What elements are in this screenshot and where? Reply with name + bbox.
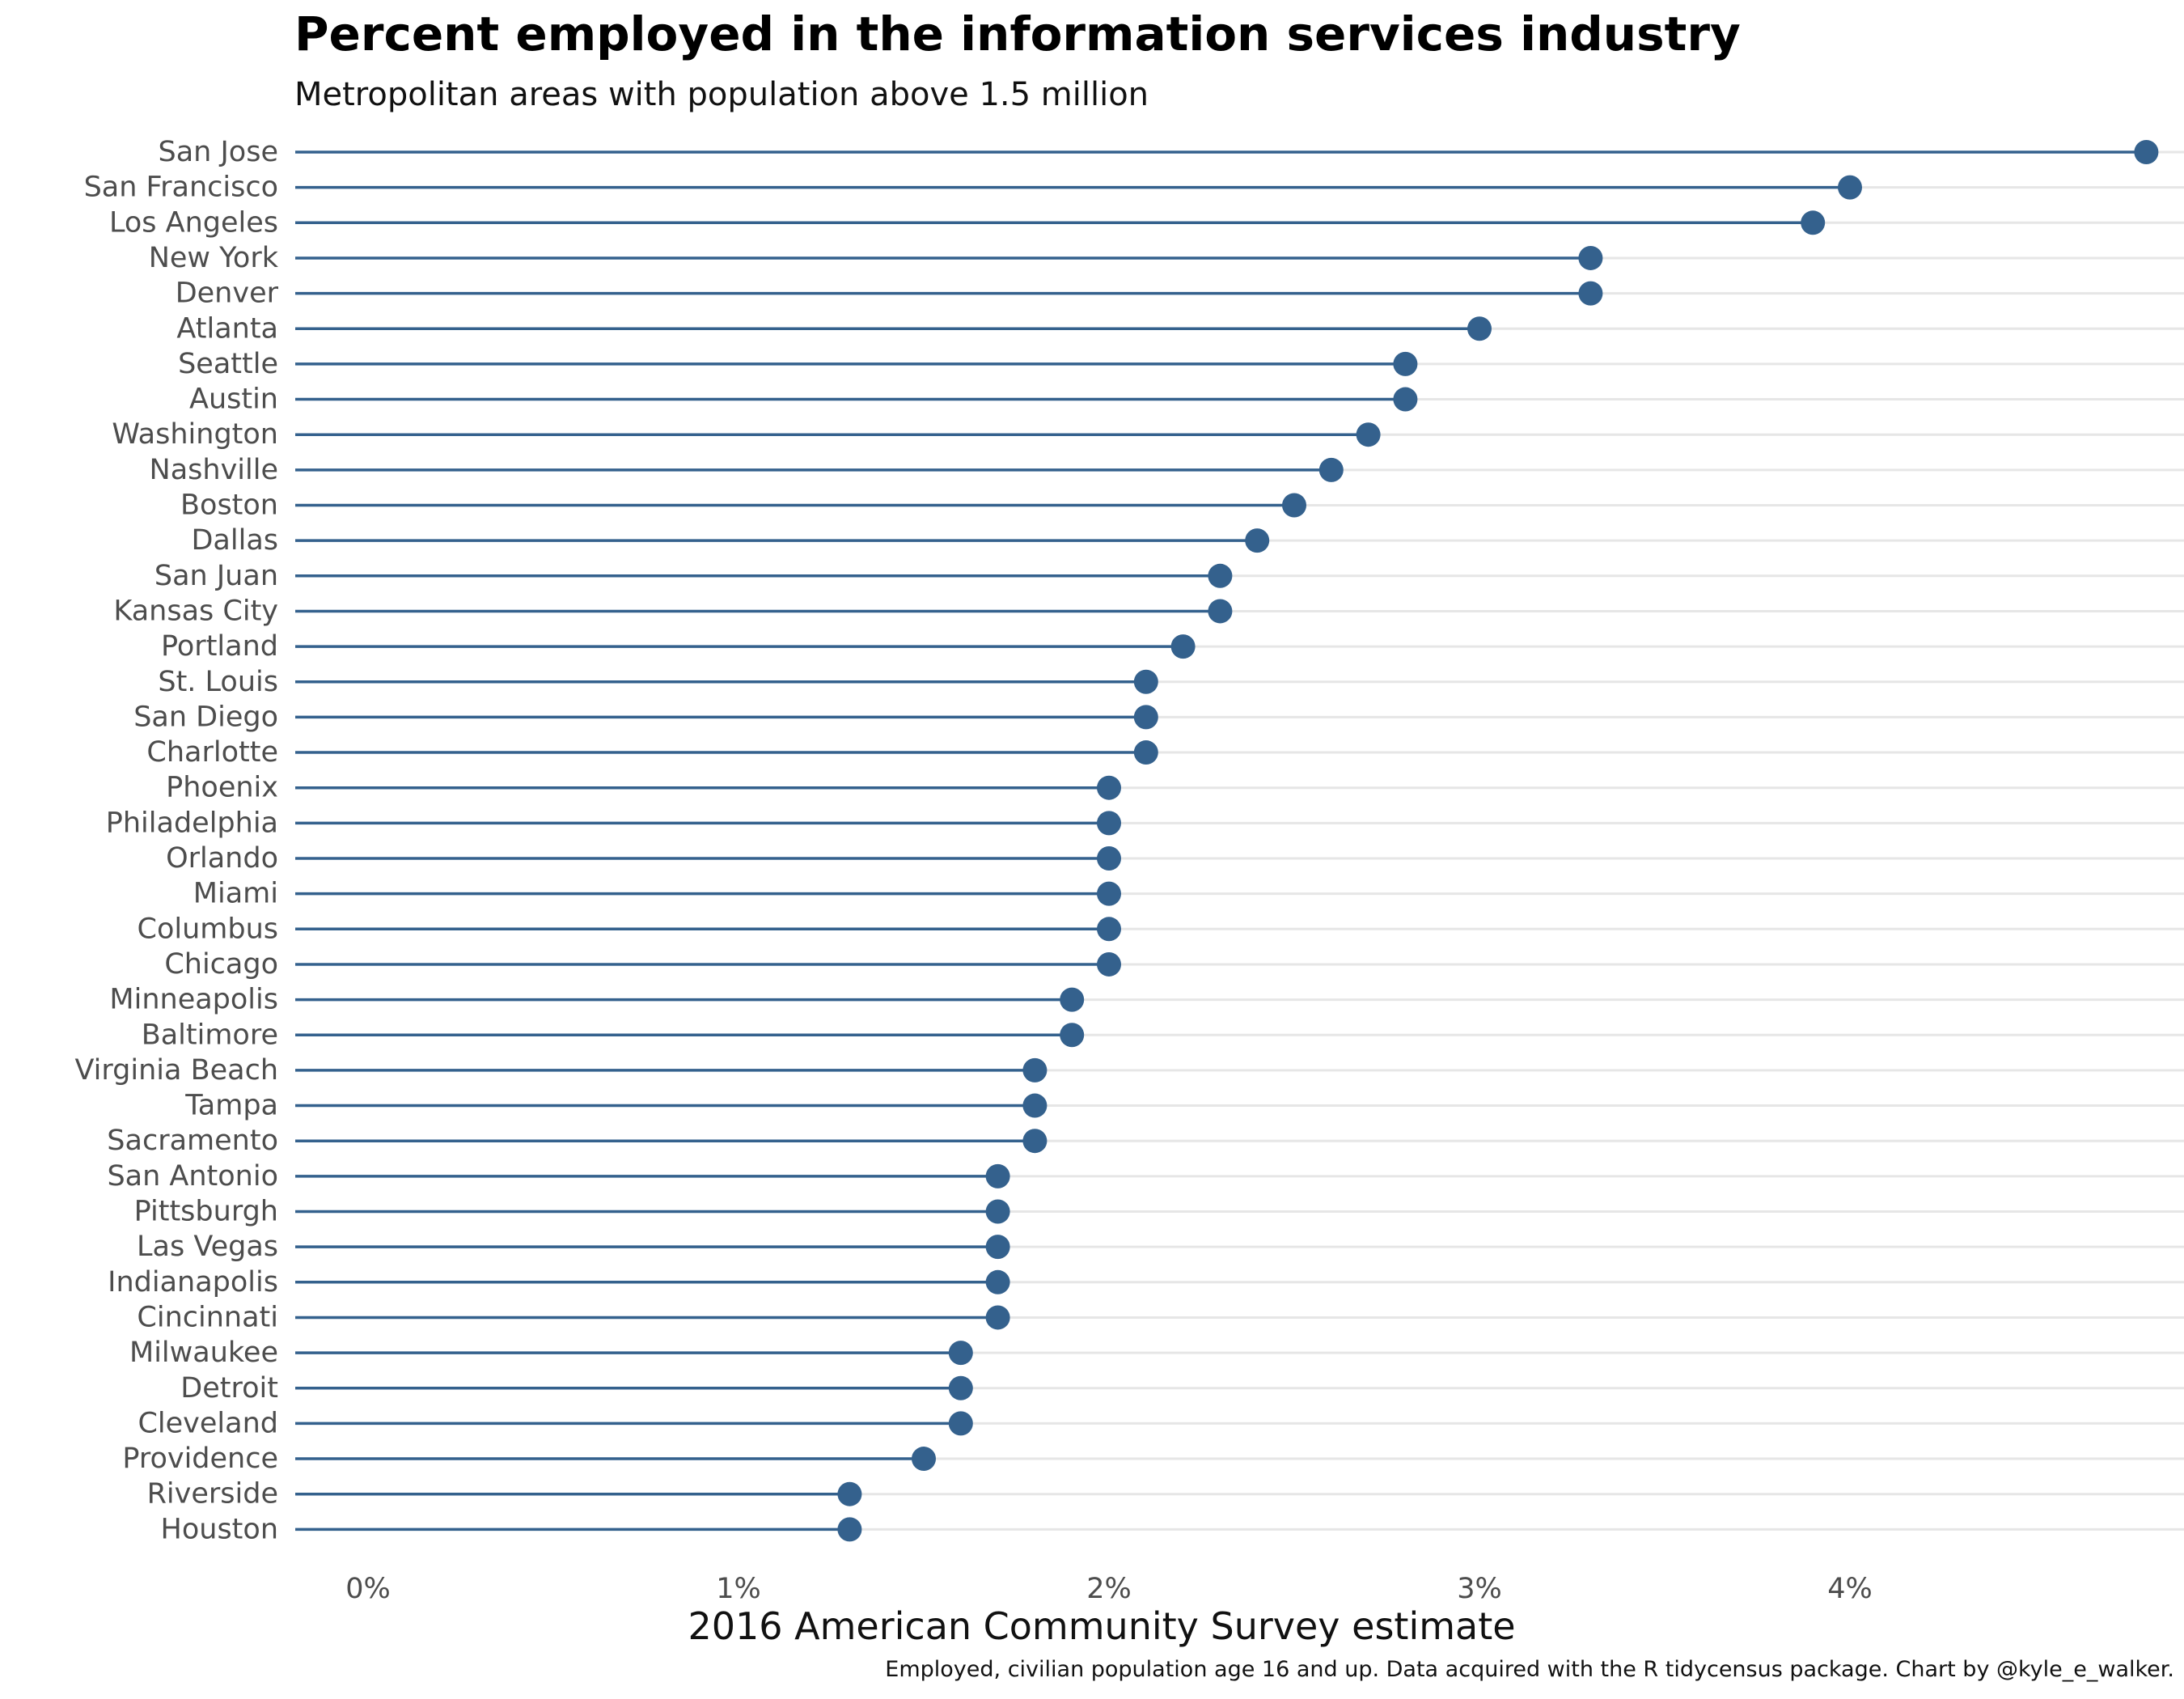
city-label-cleveland: Cleveland (138, 1407, 278, 1439)
city-label-providence: Providence (122, 1443, 278, 1475)
lollipop-point-columbus (1097, 917, 1121, 942)
lollipop-point-seattle (1393, 351, 1418, 376)
lollipop-point-miami (1097, 881, 1121, 906)
city-label-phoenix: Phoenix (166, 772, 278, 804)
lollipop-point-st-louis (1133, 669, 1158, 694)
city-label-detroit: Detroit (180, 1372, 278, 1405)
x-axis-title: 2016 American Community Survey estimate (688, 1604, 1515, 1648)
city-label-atlanta: Atlanta (176, 312, 278, 345)
lollipop-point-cleveland (948, 1411, 973, 1436)
lollipop-point-atlanta (1467, 316, 1492, 341)
x-tick-label-1: 1% (716, 1573, 761, 1605)
city-label-los-angeles: Los Angeles (109, 206, 278, 239)
x-tick-label-3: 3% (1457, 1573, 1502, 1605)
lollipop-point-orlando (1097, 846, 1121, 871)
city-label-dallas: Dallas (191, 524, 278, 557)
lollipop-point-new-york (1578, 245, 1603, 270)
lollipop-point-denver (1578, 281, 1603, 306)
lollipop-point-austin (1393, 387, 1418, 412)
city-label-san-francisco: San Francisco (84, 172, 278, 204)
city-label-portland: Portland (161, 630, 278, 663)
city-label-baltimore: Baltimore (142, 1019, 278, 1051)
lollipop-point-san-diego (1133, 705, 1158, 730)
city-label-new-york: New York (149, 242, 279, 274)
x-tick-layer: 0% 1% 2% 3% 4% (345, 1573, 1873, 1605)
lollipop-point-minneapolis (1060, 987, 1085, 1012)
city-label-tampa: Tampa (184, 1090, 278, 1122)
chart-title: Percent employed in the information serv… (294, 6, 1741, 61)
city-label-indianapolis: Indianapolis (108, 1266, 278, 1299)
city-label-seattle: Seattle (178, 348, 278, 380)
city-label-chicago: Chicago (164, 948, 278, 981)
x-tick-label-4: 4% (1827, 1573, 1873, 1605)
lollipop-point-portland (1170, 634, 1196, 659)
chart-caption: Employed, civilian population age 16 and… (885, 1657, 2174, 1682)
lollipop-point-charlotte (1133, 740, 1158, 765)
city-label-miami: Miami (193, 878, 278, 910)
x-tick-label-2: 2% (1086, 1573, 1132, 1605)
lollipop-point-philadelphia (1097, 811, 1121, 836)
city-label-denver: Denver (176, 278, 279, 310)
city-label-milwaukee: Milwaukee (129, 1337, 278, 1369)
lollipop-point-pittsburgh (985, 1199, 1010, 1224)
lollipop-point-houston (837, 1517, 862, 1542)
lollipop-point-san-juan (1208, 563, 1233, 588)
city-label-virginia-beach: Virginia Beach (74, 1054, 278, 1087)
city-label-st-louis: St. Louis (158, 666, 278, 698)
city-label-orlando: Orlando (166, 842, 278, 875)
lollipop-point-baltimore (1060, 1023, 1085, 1048)
city-label-kansas-city: Kansas City (113, 595, 278, 627)
lollipop-point-boston (1282, 493, 1306, 518)
city-label-nashville: Nashville (150, 454, 278, 486)
lollipop-point-cincinnati (985, 1305, 1010, 1330)
lollipop-point-san-antonio (985, 1163, 1010, 1188)
lollipop-point-san-francisco (1838, 175, 1862, 200)
city-label-riverside: Riverside (147, 1478, 278, 1510)
lollipop-point-las-vegas (985, 1235, 1010, 1260)
city-label-columbus: Columbus (138, 913, 279, 945)
city-label-philadelphia: Philadelphia (106, 807, 278, 839)
lollipop-point-kansas-city (1208, 599, 1233, 624)
lollipop-point-milwaukee (948, 1341, 973, 1366)
city-label-austin: Austin (189, 383, 278, 416)
city-label-houston: Houston (161, 1513, 278, 1545)
lollipop-point-sacramento (1022, 1129, 1048, 1154)
lollipop-point-phoenix (1097, 775, 1121, 800)
city-label-minneapolis: Minneapolis (109, 984, 278, 1016)
city-label-san-antonio: San Antonio (107, 1160, 278, 1193)
lollipop-point-washington (1356, 422, 1381, 447)
city-label-washington: Washington (112, 418, 278, 451)
city-label-charlotte: Charlotte (146, 736, 278, 769)
grid-layer (295, 150, 2184, 1531)
lollipop-point-virginia-beach (1022, 1057, 1048, 1083)
city-label-las-vegas: Las Vegas (137, 1231, 278, 1263)
city-label-pittsburgh: Pittsburgh (134, 1196, 278, 1228)
lollipop-point-chicago (1097, 951, 1121, 977)
chart-subtitle: Metropolitan areas with population above… (294, 76, 1149, 113)
lollipop-point-indianapolis (985, 1269, 1010, 1294)
lollipop-point-los-angeles (1801, 210, 1826, 235)
city-label-boston: Boston (180, 489, 278, 522)
lollipop-point-dallas (1245, 528, 1270, 553)
city-label-sacramento: Sacramento (107, 1125, 278, 1157)
lollipop-point-tampa (1022, 1093, 1048, 1118)
lollipop-point-san-jose (2134, 140, 2159, 164)
city-label-san-juan: San Juan (154, 560, 278, 592)
x-tick-label-0: 0% (345, 1573, 391, 1605)
lollipop-point-nashville (1318, 457, 1344, 482)
lollipop-point-providence (912, 1447, 936, 1472)
city-label-san-jose: San Jose (159, 136, 278, 168)
lollipop-point-detroit (948, 1375, 973, 1400)
lollipop-point-riverside (837, 1481, 862, 1506)
city-label-cincinnati: Cincinnati (137, 1301, 278, 1333)
city-label-san-diego: San Diego (133, 701, 278, 733)
lollipop-layer (295, 140, 2159, 1542)
